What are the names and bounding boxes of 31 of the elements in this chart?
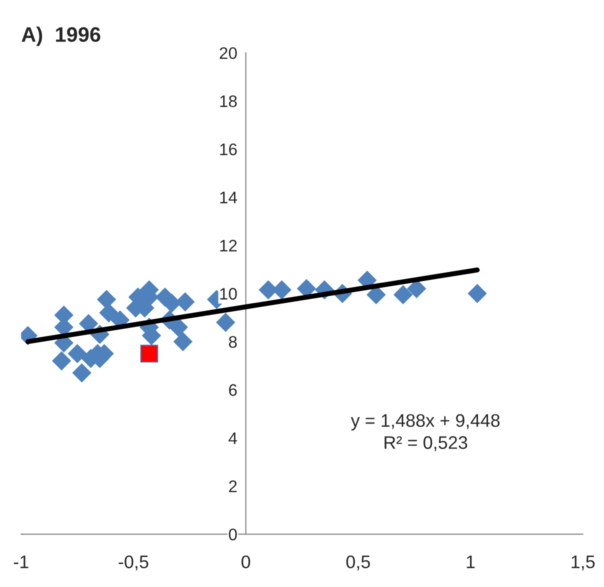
point	[174, 332, 192, 352]
x-tick-label: -1	[14, 556, 28, 568]
x-tick-label: -0,5	[118, 555, 148, 570]
y-tick-label: 20	[220, 47, 237, 60]
point	[468, 284, 487, 303]
point	[176, 292, 195, 312]
annotation: y = 1,488x + 9,448 R² = 0,523	[350, 414, 500, 452]
x-tick-label: 0,5	[346, 555, 370, 570]
point	[140, 344, 158, 363]
point	[97, 290, 116, 309]
point	[68, 344, 87, 364]
y-tick-label: 0	[228, 528, 237, 540]
y-tick-label: 2	[229, 480, 237, 492]
y-tick-label: 4	[228, 432, 238, 444]
x-tick-label: 1,5	[572, 556, 595, 570]
point	[99, 303, 118, 322]
point	[169, 318, 188, 337]
y-tick-label: 6	[229, 384, 237, 396]
point	[394, 285, 413, 304]
y-tick-label: 14	[220, 192, 238, 204]
point	[52, 351, 71, 370]
point	[216, 312, 235, 332]
y-tick-label: 16	[220, 144, 237, 156]
y-tick-label: 12	[220, 240, 237, 252]
chart-title: A) 1996	[22, 26, 100, 46]
x-tick-label: 1	[466, 556, 475, 568]
y-tick-label: 18	[220, 95, 237, 108]
x-tick-label: 0	[242, 555, 250, 568]
y-tick-label: 10	[220, 288, 237, 300]
y-tick-label: 8	[228, 336, 237, 348]
point	[72, 364, 92, 382]
